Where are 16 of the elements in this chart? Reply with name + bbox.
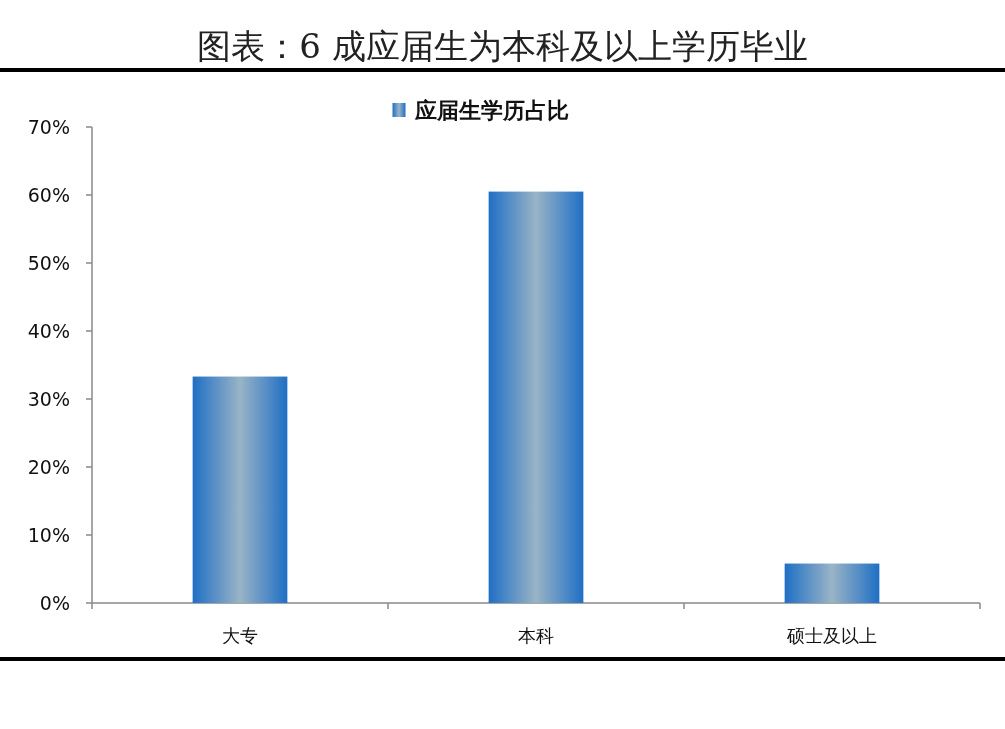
y-tick-label: 60% xyxy=(27,184,70,206)
x-tick-label: 大专 xyxy=(222,625,258,646)
y-tick-label: 40% xyxy=(27,320,70,342)
y-tick-label: 0% xyxy=(39,592,70,614)
x-tick-label: 硕士及以上 xyxy=(786,625,877,646)
y-tick-label: 50% xyxy=(27,252,70,274)
y-tick-label: 10% xyxy=(27,524,70,546)
bar xyxy=(784,563,880,603)
chart-title: 图表：6 成应届生为本科及以上学历毕业 xyxy=(197,26,808,66)
legend: 应届生学历占比 xyxy=(392,98,569,123)
bar xyxy=(192,376,288,603)
y-tick-label: 70% xyxy=(27,116,70,138)
y-tick-label: 20% xyxy=(27,456,70,478)
bar xyxy=(488,191,584,603)
x-tick-label: 本科 xyxy=(518,625,554,646)
y-tick-label: 30% xyxy=(27,388,70,410)
